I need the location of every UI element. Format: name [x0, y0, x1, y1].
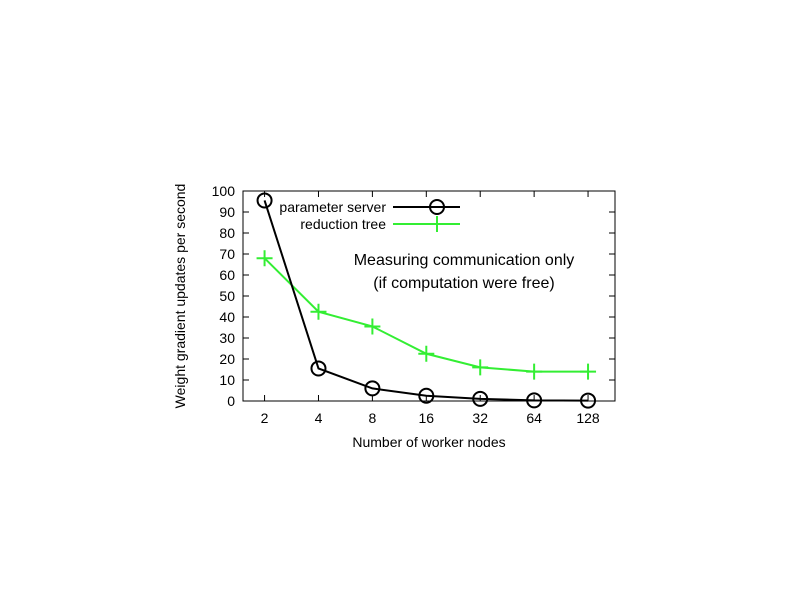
data-point — [310, 303, 327, 320]
x-tick-label: 32 — [472, 410, 488, 426]
x-tick-label: 4 — [315, 410, 323, 426]
data-point — [526, 363, 543, 380]
data-point — [256, 192, 273, 209]
data-point — [472, 359, 489, 376]
y-tick-label: 90 — [219, 204, 235, 220]
y-axis: 0 10 20 30 40 50 60 70 80 90 100 — [212, 183, 615, 409]
series-line-parameter-server — [263, 200, 589, 402]
y-tick-label: 80 — [219, 225, 235, 241]
x-tick-label: 64 — [526, 410, 542, 426]
series-parameter-server — [256, 192, 597, 409]
x-axis: 2 4 8 16 32 64 128 — [261, 191, 600, 426]
data-point — [472, 390, 489, 407]
x-tick-label: 2 — [261, 410, 269, 426]
y-tick-label: 40 — [219, 309, 235, 325]
data-point — [364, 318, 381, 335]
data-point — [310, 360, 327, 377]
data-point — [526, 392, 543, 409]
y-tick-label: 20 — [219, 351, 235, 367]
annotation-line-1: Measuring communication only — [354, 252, 575, 269]
y-tick-label: 70 — [219, 246, 235, 262]
legend-item: parameter server — [279, 199, 460, 215]
x-tick-label: 128 — [576, 410, 600, 426]
data-point — [364, 380, 381, 397]
plot-area — [242, 190, 616, 402]
plot-frame — [242, 190, 616, 402]
series-reduction-tree — [256, 250, 597, 380]
y-tick-label: 50 — [219, 288, 235, 304]
data-point — [580, 392, 597, 409]
series-layer — [256, 192, 597, 409]
y-tick-label: 10 — [219, 372, 235, 388]
x-tick-label: 16 — [419, 410, 435, 426]
data-point — [580, 363, 597, 380]
legend-label: reduction tree — [300, 216, 386, 232]
annotation-line-2: (if computation were free) — [373, 275, 554, 292]
y-tick-label: 100 — [212, 183, 236, 199]
legend-label: parameter server — [279, 199, 386, 215]
x-tick-label: 8 — [368, 410, 376, 426]
data-point — [256, 250, 273, 267]
data-point — [418, 345, 435, 362]
legend-marker — [429, 216, 445, 232]
legend-marker — [429, 199, 445, 215]
y-tick-label: 30 — [219, 330, 235, 346]
data-point — [418, 387, 435, 404]
y-axis-label: Weight gradient updates per second — [172, 184, 188, 409]
y-tick-label: 60 — [219, 267, 235, 283]
legend-item: reduction tree — [300, 216, 460, 232]
x-axis-label: Number of worker nodes — [352, 434, 505, 450]
y-tick-label: 0 — [227, 393, 235, 409]
